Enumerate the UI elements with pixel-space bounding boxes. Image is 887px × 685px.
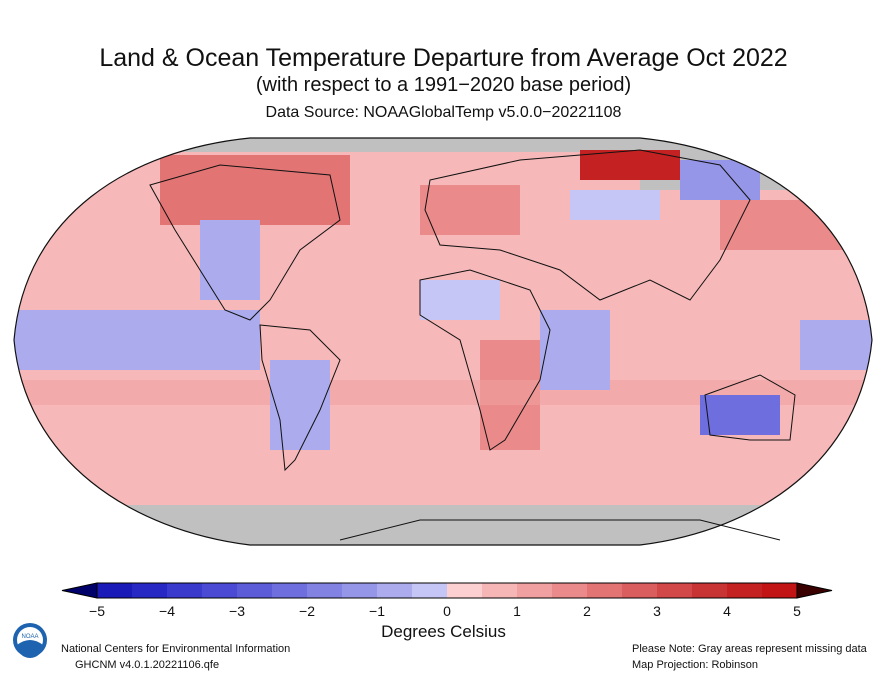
footer-dataset: GHCNM v4.0.1.20221106.qfe [75,659,220,671]
colorbar-bin [762,583,798,598]
map-title: Land & Ocean Temperature Departure from … [99,44,788,72]
data-source: Data Source: NOAAGlobalTemp v5.0.0−20221… [265,104,622,121]
colorbar-bin [517,583,553,598]
colorbar-tick-label: 4 [723,603,731,619]
colorbar-bin [167,583,203,598]
colorbar-bin [97,583,133,598]
map-subtitle: (with respect to a 1991−2020 base period… [255,74,632,96]
colorbar-tick-label: 0 [443,603,451,619]
colorbar-tick-label: −1 [369,603,385,619]
colorbar-bin [447,583,483,598]
colorbar-tick-label: −2 [299,603,315,619]
colorbar-bin [412,583,448,598]
warm-siberia [580,150,680,180]
cool-east-siberia [680,160,760,200]
colorbar-frame [96,582,798,599]
svg-text:NOAA: NOAA [21,634,38,640]
colorbar-bin [132,583,168,598]
colorbar-under-arrow [61,582,98,599]
cool-australia [700,395,780,435]
north-america-outline [149,164,341,321]
colorbar-bin [307,583,343,598]
cool-east-pacific [14,310,260,370]
colorbar-bin [657,583,693,598]
warm-north-america [160,155,350,225]
coastlines [149,149,796,541]
cool-atlantic-west [200,220,260,300]
footer-org: National Centers for Environmental Infor… [61,643,291,655]
south-america-outline [259,324,341,472]
warm-north-pacific [720,200,872,250]
colorbar-bin [202,583,238,598]
footer-note: Please Note: Gray areas represent missin… [632,643,867,655]
colorbar [61,582,833,599]
warm-europe [420,185,520,235]
map-grid [14,138,872,545]
cool-central-asia [570,190,660,220]
africa-outline [419,269,551,451]
missing-arctic [14,138,872,152]
colorbar-tick-label: −5 [89,603,105,619]
colorbar-bin [377,583,413,598]
colorbar-tick-label: −4 [159,603,175,619]
colorbar-bin [342,583,378,598]
colorbar-bin [692,583,728,598]
colorbar-tick-label: 5 [793,603,801,619]
colorbar-bin [552,583,588,598]
colorbar-bin [272,583,308,598]
colorbar-bin [727,583,763,598]
colorbar-bin [237,583,273,598]
colorbar-tick-label: 2 [583,603,591,619]
map-border [13,137,873,546]
cool-sahara [420,280,500,320]
footer-projection: Map Projection: Robinson [632,659,758,671]
eurasia-outline [424,149,751,301]
australia-outline [704,374,796,441]
colorbar-bin [587,583,623,598]
colorbar-label: Degrees Celsius [381,622,506,641]
colorbar-tick-label: 3 [653,603,661,619]
colorbar-bin [622,583,658,598]
colorbar-tick-label: 1 [513,603,521,619]
missing-antarctic [14,505,872,545]
cool-west-pacific [800,320,872,370]
antarctica-outline [339,519,781,541]
colorbar-over-arrow [796,582,833,599]
noaa-logo: NOAA [13,623,47,658]
cool-indian-ocean [540,310,610,390]
colorbar-tick-label: −3 [229,603,245,619]
cool-south-america [270,360,330,450]
colorbar-bin [482,583,518,598]
